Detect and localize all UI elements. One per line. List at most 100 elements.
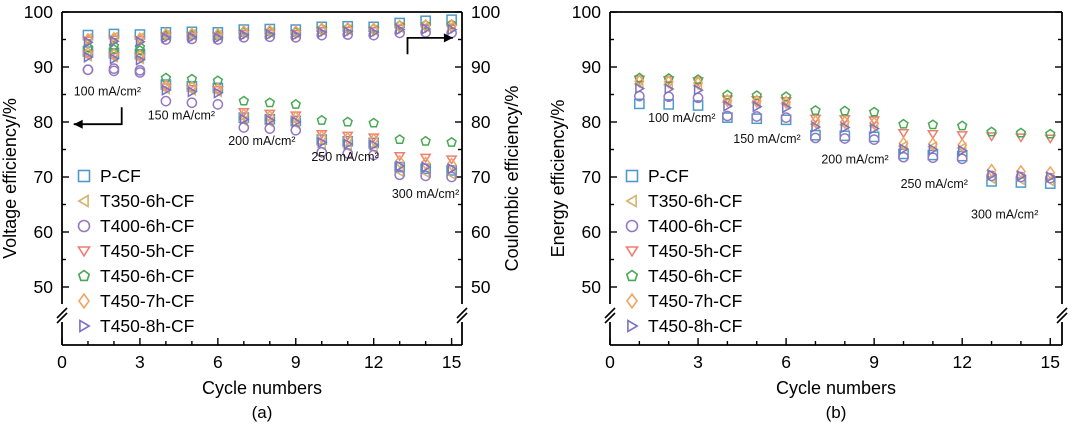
legend-label: T450-6h-CF <box>648 266 742 286</box>
legend-item-T450-5h-CF: T450-5h-CF <box>625 241 742 261</box>
current-density-annotation: 300 mA/cm² <box>392 187 459 201</box>
current-density-annotation: 250 mA/cm² <box>901 177 968 191</box>
y-tick-label: 90 <box>34 57 54 77</box>
axis-break <box>604 307 616 324</box>
current-density-annotation: 150 mA/cm² <box>148 108 215 122</box>
legend-label: T350-6h-CF <box>100 191 194 211</box>
legend-label: T450-5h-CF <box>100 241 194 261</box>
legend-label: T400-6h-CF <box>648 216 742 236</box>
panel-label: (a) <box>252 403 273 422</box>
legend-item-T450-7h-CF: T450-7h-CF <box>626 291 742 311</box>
y-tick-label: 60 <box>34 222 54 242</box>
panel-b-chart: 50 60 70 80 90 100 0 3 6 9 12 15 Energy efficiency/%… <box>548 2 1068 422</box>
y-tick-label: 100 <box>24 2 53 22</box>
legend-item-T350-6h-CF: T350-6h-CF <box>625 191 742 211</box>
current-density-annotation: 200 mA/cm² <box>228 134 295 148</box>
x-tick-label: 6 <box>213 352 223 372</box>
y-tick-label: 50 <box>582 277 602 297</box>
y-tick-label-right: 60 <box>471 222 491 242</box>
y-tick-label-right: 100 <box>471 2 500 22</box>
y-tick-label-right: 90 <box>471 57 491 77</box>
current-density-annotation: 300 mA/cm² <box>971 207 1038 221</box>
legend-item-T450-5h-CF: T450-5h-CF <box>77 241 194 261</box>
y-tick-label: 90 <box>582 57 602 77</box>
current-density-annotation: 100 mA/cm² <box>648 111 715 125</box>
legend-item-T400-6h-CF: T400-6h-CF <box>77 216 194 236</box>
y-tick-label-right: 80 <box>471 112 491 132</box>
legend: P-CF T350-6h-CF T400-6h-CF T450-5h-CF T450-6… <box>625 166 742 336</box>
axis-ticks <box>609 11 1062 345</box>
legend-label: T450-8h-CF <box>648 316 742 336</box>
legend-item-T350-6h-CF: T350-6h-CF <box>77 191 194 211</box>
tick-labels: 50 50 60 60 70 70 80 80 90 90 100 100 0 3 6 9 12 15 <box>24 2 501 372</box>
x-tick-label: 15 <box>442 352 461 372</box>
legend-item-T450-6h-CF: T450-6h-CF <box>77 266 194 286</box>
y-axis-left-title: Energy efficiency/% <box>548 100 568 258</box>
legend: P-CF T350-6h-CF T400-6h-CF T450-5h-CF T450-6… <box>77 166 194 336</box>
x-tick-label: 0 <box>57 352 67 372</box>
annotations: 100 mA/cm² 150 mA/cm² 200 mA/cm² 250 mA/cm²… <box>74 85 460 201</box>
x-tick-label: 9 <box>291 352 301 372</box>
current-density-annotation: 250 mA/cm² <box>311 150 378 164</box>
legend-label: T350-6h-CF <box>648 191 742 211</box>
x-axis-title: Cycle numbers <box>776 378 896 398</box>
y-tick-label-right: 70 <box>471 167 491 187</box>
legend-item-T450-6h-CF: T450-6h-CF <box>625 266 742 286</box>
x-tick-label: 3 <box>693 352 703 372</box>
axis-break <box>456 307 468 324</box>
current-density-annotation: 200 mA/cm² <box>821 152 888 166</box>
legend-label: T450-8h-CF <box>100 316 194 336</box>
series-T400-6h-CF <box>82 26 457 183</box>
x-tick-label: 15 <box>1041 352 1060 372</box>
y-tick-label: 80 <box>582 112 602 132</box>
series-T450-7h-CF <box>634 74 1056 180</box>
legend-item-T450-8h-CF: T450-8h-CF <box>627 316 742 336</box>
y-tick-label-right: 50 <box>471 277 491 297</box>
current-density-annotation: 150 mA/cm² <box>733 132 800 146</box>
series-T450-8h-CF <box>83 23 458 175</box>
arrowhead-icon <box>73 119 83 129</box>
arrowhead-icon <box>443 33 453 43</box>
legend-item-T450-8h-CF: T450-8h-CF <box>79 316 194 336</box>
legend-label: T450-5h-CF <box>648 241 742 261</box>
axis-break <box>1056 307 1068 324</box>
annotations: 100 mA/cm² 150 mA/cm² 200 mA/cm² 250 mA/cm²… <box>648 111 1038 221</box>
y-tick-label: 50 <box>34 277 54 297</box>
x-tick-label: 6 <box>781 352 791 372</box>
y-tick-label: 70 <box>34 167 54 187</box>
legend-item-T400-6h-CF: T400-6h-CF <box>625 216 742 236</box>
series-T450-8h-CF <box>635 82 1057 183</box>
x-tick-label: 12 <box>364 352 383 372</box>
panel-a-chart: 50 50 60 60 70 70 80 80 90 90 100 100 0 3 6 9 12 15 Voltag… <box>0 2 522 422</box>
y-tick-label: 80 <box>34 112 54 132</box>
y-axis-left-title: Voltage efficiency/% <box>0 98 20 259</box>
legend-label: P-CF <box>648 166 689 186</box>
panel-label: (b) <box>826 403 847 422</box>
legend-item-P-CF: P-CF <box>625 166 689 186</box>
series-T450-6h-CF <box>634 72 1056 139</box>
axis-break <box>56 307 68 324</box>
legend-item-T450-7h-CF: T450-7h-CF <box>78 291 194 311</box>
x-tick-label: 12 <box>952 352 971 372</box>
legend-label: T450-7h-CF <box>100 291 194 311</box>
legend-item-P-CF: P-CF <box>77 166 141 186</box>
legend-label: P-CF <box>100 166 141 186</box>
x-tick-label: 3 <box>135 352 145 372</box>
axis-pointer-arrow <box>73 107 123 126</box>
x-axis-title: Cycle numbers <box>202 378 322 398</box>
axis-pointer-arrow <box>406 37 453 55</box>
current-density-annotation: 100 mA/cm² <box>74 85 141 99</box>
x-tick-label: 9 <box>869 352 879 372</box>
x-tick-label: 0 <box>605 352 615 372</box>
y-tick-label: 70 <box>582 167 602 187</box>
series-T400-6h-CF <box>634 90 1056 184</box>
legend-label: T400-6h-CF <box>100 216 194 236</box>
panel-b: 50 60 70 80 90 100 0 3 6 9 12 15 Energy efficiency/%… <box>540 0 1080 427</box>
panel-a: 50 50 60 60 70 70 80 80 90 90 100 100 0 3 6 9 12 15 Voltag… <box>0 2 522 422</box>
y-tick-label: 60 <box>582 222 602 242</box>
legend-label: T450-7h-CF <box>648 291 742 311</box>
y-axis-right-title: Coulombic efficiency/% <box>502 86 522 272</box>
axis-ticks <box>61 11 462 345</box>
y-tick-label: 100 <box>572 2 601 22</box>
